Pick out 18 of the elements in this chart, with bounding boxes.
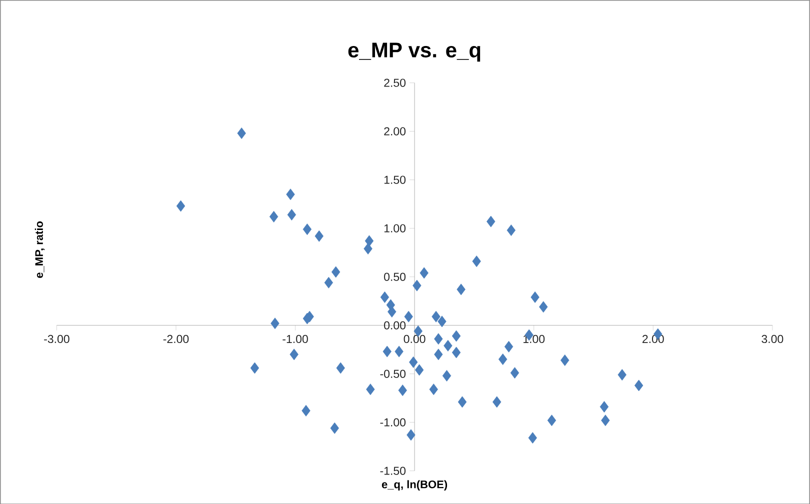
x-tick-label: -3.00 — [44, 334, 70, 343]
y-tick-label: 1.00 — [384, 224, 406, 232]
y-axis-title: e_MP, ratio — [34, 221, 45, 278]
chart-title: e_MP vs. e_q — [348, 42, 480, 62]
y-tick-label: 1.50 — [384, 176, 406, 184]
x-tick-label: 0.00 — [404, 334, 426, 343]
y-tick-label: 2.00 — [384, 127, 406, 136]
x-tick-label: -2.00 — [163, 334, 189, 343]
y-tick-label: -0.50 — [380, 370, 406, 378]
y-tick-label: 0.00 — [384, 321, 406, 330]
y-tick-label: 0.50 — [384, 272, 406, 281]
x-tick-label: -1.00 — [282, 334, 308, 343]
y-tick-label: 2.50 — [384, 78, 406, 87]
x-axis-title: e_q, ln(BOE) — [382, 480, 448, 490]
y-tick-label: -1.00 — [380, 418, 406, 426]
x-tick-label: 1.00 — [524, 334, 545, 343]
y-tick-label: -1.50 — [380, 466, 406, 475]
x-tick-label: 3.00 — [762, 334, 784, 343]
